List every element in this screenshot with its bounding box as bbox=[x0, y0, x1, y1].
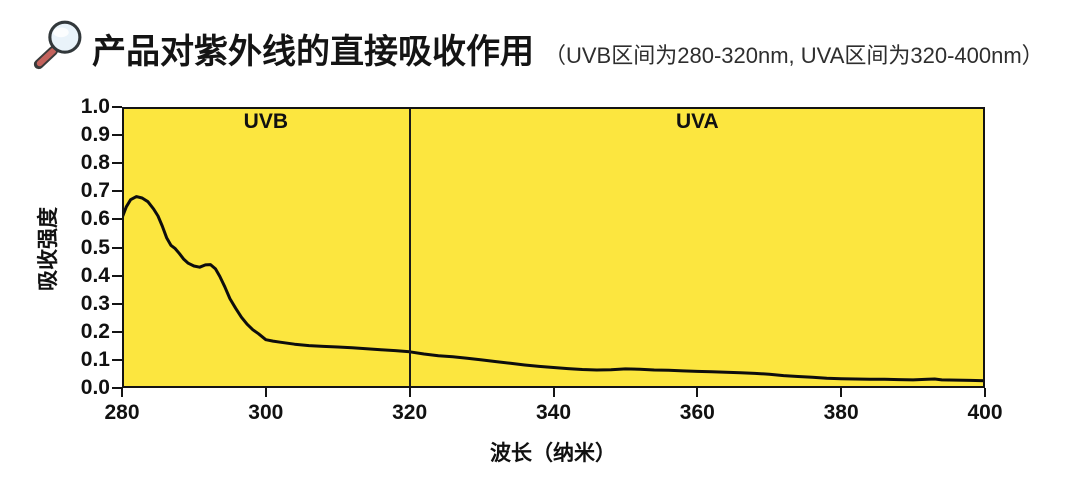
x-tick-label: 280 bbox=[104, 401, 140, 424]
absorption-curve bbox=[122, 195, 985, 383]
page-title: 产品对紫外线的直接吸收作用 bbox=[92, 33, 534, 71]
y-tick-mark bbox=[112, 190, 122, 193]
y-tick-label: 0.5 bbox=[80, 235, 110, 259]
page-subtitle: （UVB区间为280-320nm, UVA区间为320-400nm） bbox=[544, 43, 1044, 68]
header: 产品对紫外线的直接吸收作用 （UVB区间为280-320nm, UVA区间为32… bbox=[92, 24, 1072, 73]
y-tick-mark bbox=[112, 358, 122, 361]
x-tick-label: 380 bbox=[823, 401, 859, 424]
region-label-uvb: UVB bbox=[243, 110, 288, 133]
y-tick-mark bbox=[112, 246, 122, 249]
x-tick-label: 320 bbox=[392, 401, 428, 424]
x-tick-label: 300 bbox=[248, 401, 284, 424]
y-tick-label: 0.1 bbox=[80, 347, 110, 371]
y-tick-label: 0.2 bbox=[80, 319, 110, 343]
y-tick-mark bbox=[112, 134, 122, 137]
x-tick-mark bbox=[840, 388, 843, 397]
region-label-uva: UVA bbox=[675, 110, 719, 133]
y-tick-label: 0.3 bbox=[80, 291, 110, 315]
x-tick-mark bbox=[696, 388, 699, 397]
x-tick-mark bbox=[264, 388, 267, 397]
x-axis-title: 波长（纳米） bbox=[490, 442, 616, 465]
x-tick-mark bbox=[552, 388, 555, 397]
y-tick-mark bbox=[112, 387, 122, 389]
y-tick-mark bbox=[112, 330, 122, 333]
y-tick-label: 0.9 bbox=[80, 123, 110, 147]
y-tick-mark bbox=[112, 106, 122, 108]
y-tick-mark bbox=[112, 302, 122, 305]
magnifier-icon bbox=[30, 14, 92, 72]
y-tick-label: 1.0 bbox=[80, 95, 110, 118]
y-tick-label: 0.7 bbox=[80, 179, 110, 203]
x-tick-mark bbox=[984, 388, 986, 397]
plot-area: UVB UVA bbox=[122, 107, 985, 388]
y-tick-label: 0.0 bbox=[80, 376, 110, 399]
uvb-uva-divider-line bbox=[408, 107, 411, 388]
y-tick-label: 0.6 bbox=[80, 207, 110, 231]
x-tick-label: 360 bbox=[679, 401, 715, 424]
y-tick-mark bbox=[112, 162, 122, 165]
y-tick-mark bbox=[112, 274, 122, 277]
x-tick-label: 340 bbox=[535, 401, 572, 424]
y-tick-label: 0.4 bbox=[80, 263, 110, 287]
y-tick-label: 0.8 bbox=[80, 151, 110, 175]
x-tick-mark bbox=[121, 388, 123, 397]
x-tick-label: 400 bbox=[967, 401, 1003, 424]
x-tick-mark bbox=[408, 388, 411, 397]
y-tick-mark bbox=[112, 218, 122, 221]
